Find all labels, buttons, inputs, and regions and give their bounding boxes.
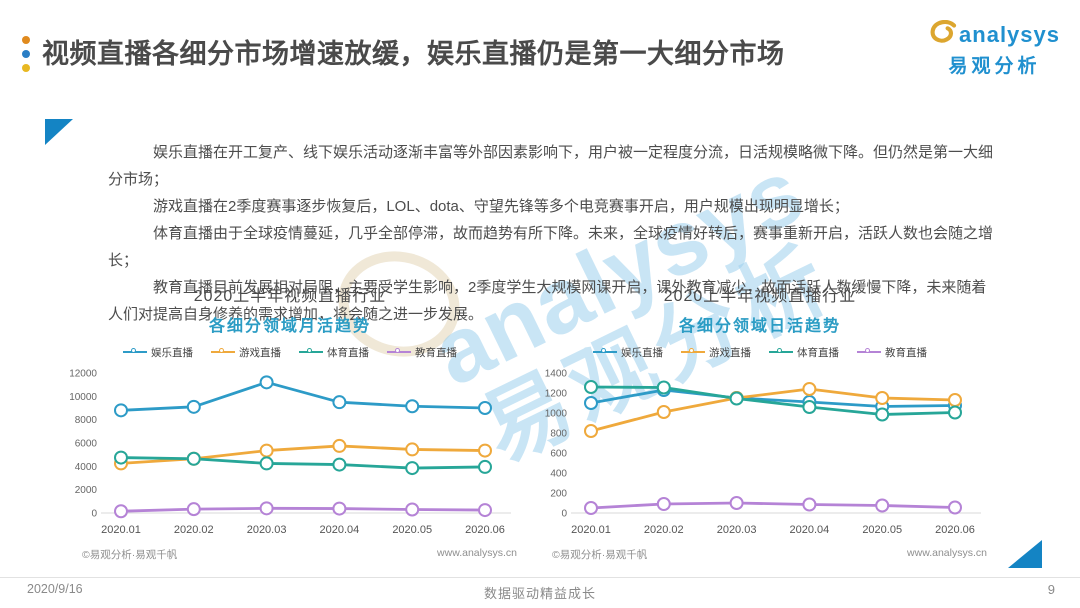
svg-text:10000: 10000 [69,392,97,403]
svg-text:2020.05: 2020.05 [392,524,432,536]
line-chart-canvas: 0 2000 4000 6000 8000 10000 12000 2020.01 2020.0… [69,369,511,536]
legend-label: 体育直播 [327,346,369,359]
logo-brand-text: analysys [959,21,1060,47]
chart-monthly-active-trend: 2020上半年视频直播行业 各细分领域月活趋势 娱乐直播 游戏直播 体育直播 教育直播… [55,282,525,562]
line-chart-canvas: 0 200 400 600 800 1000 1200 1400 2020.01 2020.02 2… [545,369,981,536]
legend-line-marker-icon [593,348,617,356]
svg-text:8000: 8000 [75,415,98,426]
chart-legend: 娱乐直播 游戏直播 体育直播 教育直播 [525,345,995,359]
svg-text:2020.06: 2020.06 [935,524,975,536]
legend-label: 教育直播 [415,346,457,359]
bullet-dot-orange [22,36,30,44]
svg-text:2020.04: 2020.04 [320,524,360,536]
logo-swirl-icon [929,19,957,49]
svg-text:6000: 6000 [75,439,98,450]
legend-label: 娱乐直播 [621,346,663,359]
chart-source-website: www.analysys.cn [437,547,517,559]
svg-text:1400: 1400 [545,369,568,380]
legend-item: 娱乐直播 [593,345,663,359]
chart-daily-active-trend: 2020上半年视频直播行业 各细分领域日活趋势 娱乐直播 游戏直播 体育直播 教育直播… [525,282,995,562]
svg-text:2020.05: 2020.05 [862,524,902,536]
legend-item: 体育直播 [299,345,369,359]
bullet-paragraph: 游戏直播在2季度赛事逐步恢复后，LOL、dota、守望先锋等多个电竞赛事开启，用… [153,198,849,215]
footer-date: 2020/9/16 [27,582,83,596]
footer-slogan: 数据驱动精益成长 [483,586,596,601]
chart-plot: 0 2000 4000 6000 8000 10000 12000 2020.01 2020.0… [55,361,525,541]
chart-title: 2020上半年视频直播行业 [663,288,857,305]
footer-page-number: 9 [1047,582,1055,597]
svg-text:12000: 12000 [69,369,97,380]
chart-title: 2020上半年视频直播行业 [193,288,387,305]
legend-line-marker-icon [211,348,235,356]
chart-legend: 娱乐直播 游戏直播 体育直播 教育直播 [55,345,525,359]
bullet-paragraph: 体育直播由于全球疫情蔓延，几乎全部停滞，故而趋势有所下降。未来，全球疫情好转后，… [108,225,994,269]
bullet-paragraph: 教育直播目前发展相对局限，主要受学生影响，2季度学生大规模网课开启，课外教育减少… [108,279,987,323]
legend-label: 体育直播 [797,346,839,359]
svg-text:4000: 4000 [75,462,98,473]
page-title: 视频直播各细分市场增速放缓，娱乐直播仍是第一大细分市场 [42,39,785,69]
decorative-triangle-bottom-right [1008,540,1042,568]
legend-label: 游戏直播 [239,346,281,359]
svg-text:600: 600 [550,449,567,460]
legend-line-marker-icon [769,348,793,356]
legend-item: 教育直播 [857,345,927,359]
chart-source-credit: ©易观分析·易观千帆 [552,549,648,561]
chart-subtitle: 各细分领域日活趋势 [678,318,841,335]
svg-text:2020.01: 2020.01 [571,524,611,536]
legend-item: 游戏直播 [211,345,281,359]
chart-source-credit: ©易观分析·易观千帆 [82,549,178,561]
svg-text:2000: 2000 [75,485,98,496]
chart-subtitle: 各细分领域月活趋势 [208,318,371,335]
svg-text:1200: 1200 [545,389,568,400]
decorative-triangle-top-left [45,119,73,145]
legend-label: 教育直播 [885,346,927,359]
svg-text:2020.02: 2020.02 [644,524,684,536]
legend-item: 体育直播 [769,345,839,359]
analysis-text-block: 娱乐直播在开工复产、线下娱乐活动逐渐丰富等外部因素影响下，用户被一定程度分流，日… [108,139,994,328]
svg-text:2020.01: 2020.01 [101,524,141,536]
legend-line-marker-icon [857,348,881,356]
svg-text:800: 800 [550,429,567,440]
legend-line-marker-icon [299,348,323,356]
svg-text:2020.03: 2020.03 [717,524,757,536]
svg-text:400: 400 [550,469,567,480]
legend-line-marker-icon [681,348,705,356]
svg-text:2020.02: 2020.02 [174,524,214,536]
svg-text:0: 0 [91,509,97,520]
svg-text:200: 200 [550,489,567,500]
legend-line-marker-icon [387,348,411,356]
bullet-dot-yellow [22,64,30,72]
bullet-paragraph: 娱乐直播在开工复产、线下娱乐活动逐渐丰富等外部因素影响下，用户被一定程度分流，日… [108,144,994,188]
analysys-logo: analysys 易观分析 [929,19,1060,78]
svg-text:2020.06: 2020.06 [465,524,505,536]
svg-text:2020.04: 2020.04 [790,524,830,536]
bullet-dot-blue [22,50,30,58]
logo-brand-cn: 易观分析 [948,56,1041,77]
legend-item: 娱乐直播 [123,345,193,359]
svg-text:1000: 1000 [545,409,568,420]
legend-item: 游戏直播 [681,345,751,359]
svg-text:2020.03: 2020.03 [247,524,287,536]
footer-divider [0,577,1080,578]
chart-plot: 0 200 400 600 800 1000 1200 1400 2020.01 2020.02 2… [525,361,995,541]
legend-label: 游戏直播 [709,346,751,359]
legend-line-marker-icon [123,348,147,356]
svg-text:0: 0 [561,509,567,520]
legend-item: 教育直播 [387,345,457,359]
chart-source-website: www.analysys.cn [907,547,987,559]
legend-label: 娱乐直播 [151,346,193,359]
